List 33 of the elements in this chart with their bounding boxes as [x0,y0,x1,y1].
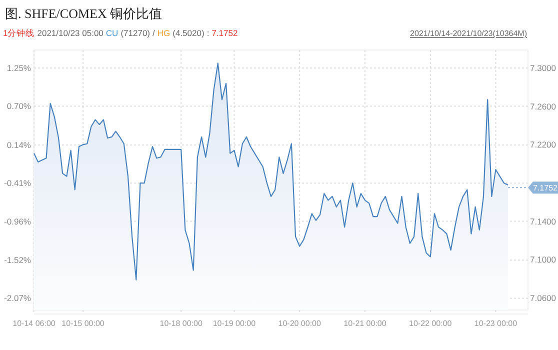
y-tick-label: -0.41% [4,178,32,188]
x-tick-label: 10-19 00:00 [212,319,256,328]
text: 2021/10/14-2021/10/23(10364M) [410,29,528,38]
y-tick-label: 0.70% [6,101,32,112]
y-tick-label: -1.52% [4,255,32,266]
text: 7.1752 [212,28,238,38]
chart-title: 图. SHFE/COMEX 铜价比值 [5,6,162,21]
text: (71270) [120,28,150,38]
text: 2021/10/23 05:00 [37,28,104,38]
x-tick-label: 10-22 00:00 [409,319,452,328]
y-tick-label: 0.14% [6,140,32,150]
x-tick-label: 10-20 00:00 [278,319,322,328]
y2-tick-label: 7.1000 [530,254,556,265]
y2-tick-label: 7.2200 [530,140,556,150]
x-tick-label: 10-23 00:00 [474,319,518,328]
x-tick-label: 10-18 00:00 [160,319,204,328]
x-tick-label: 10-21 00:00 [344,319,387,328]
y2-tick-label: 7.0600 [530,293,556,304]
text: HG [157,28,170,38]
y2-tick-label: 7.3000 [530,63,556,74]
ref-line-label: 7.1752 [533,184,558,193]
y-tick-label: -0.96% [4,216,32,226]
x-tick-label: 10-15 00:00 [62,319,105,328]
y2-tick-label: 7.2600 [530,101,556,112]
text: / [152,28,156,38]
text: CU [106,28,118,38]
text: 1分钟线 [3,28,35,38]
y-tick-label: -2.07% [4,293,32,304]
text: : [206,28,210,38]
text: (4.5020) [172,28,204,38]
y-tick-label: 1.25% [6,63,32,74]
y2-tick-label: 7.1400 [530,216,556,226]
x-tick-label: 10-14 06:00 [12,319,56,328]
